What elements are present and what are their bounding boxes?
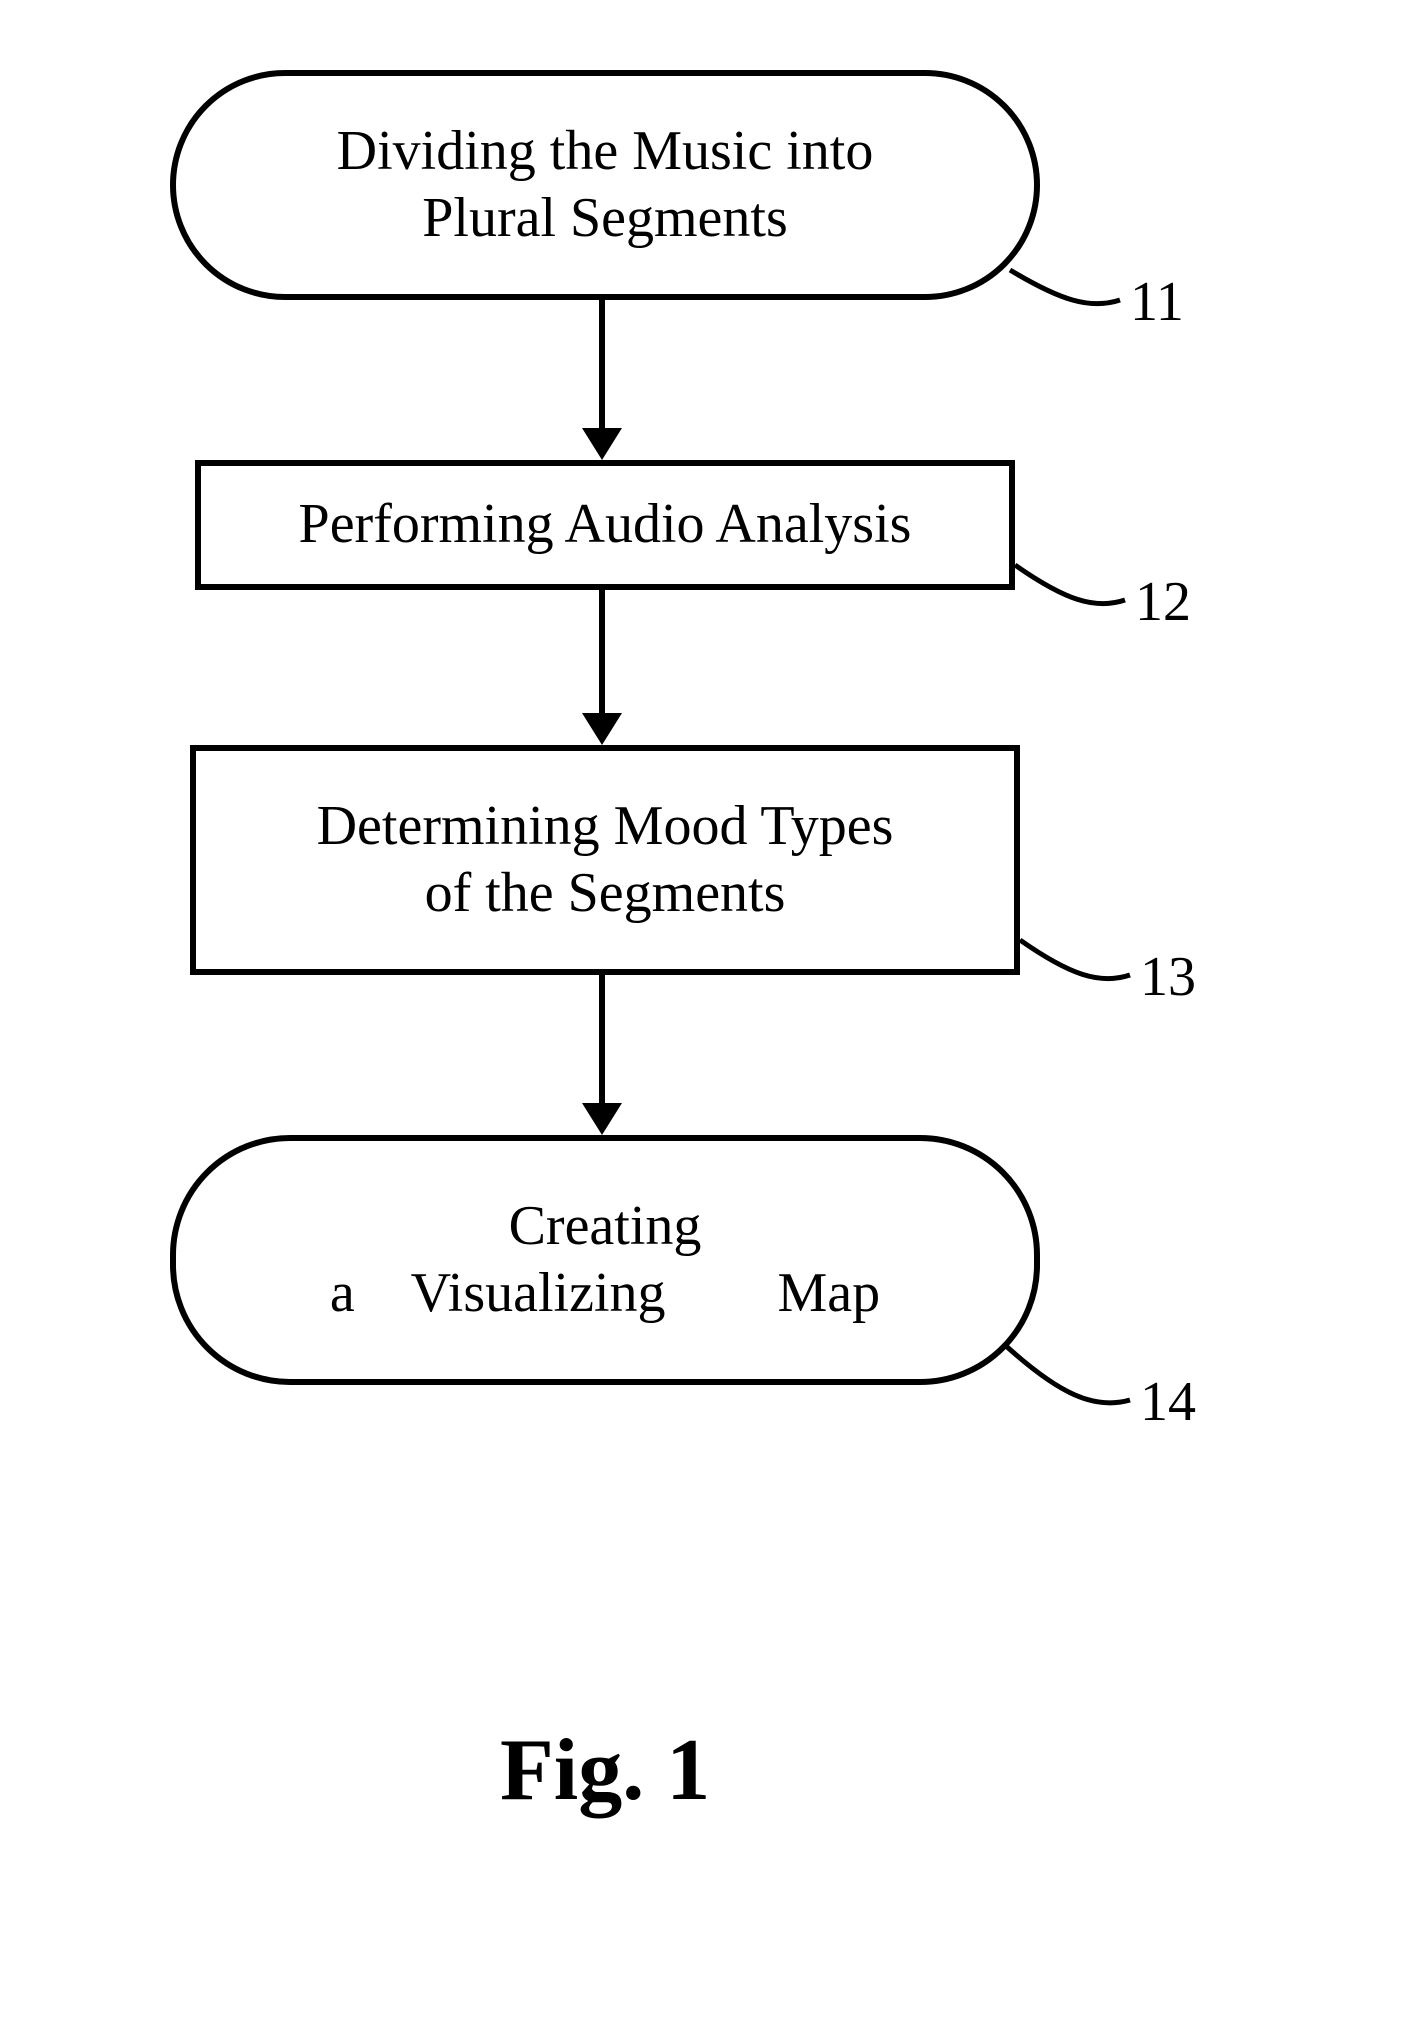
ref-number: 14 xyxy=(1140,1370,1196,1434)
ref-number: 11 xyxy=(1130,270,1184,334)
ref-number: 12 xyxy=(1135,570,1191,634)
figure-canvas: Dividing the Music into Plural Segments … xyxy=(0,0,1418,2027)
ref-number: 13 xyxy=(1140,945,1196,1009)
figure-caption: Fig. 1 xyxy=(500,1720,710,1821)
